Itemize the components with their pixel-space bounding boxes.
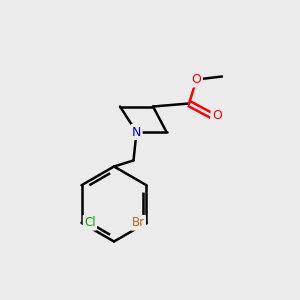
Text: N: N xyxy=(132,125,141,139)
Text: Br: Br xyxy=(131,216,145,229)
Text: O: O xyxy=(192,73,201,86)
Text: Cl: Cl xyxy=(84,216,96,229)
Text: O: O xyxy=(212,109,222,122)
